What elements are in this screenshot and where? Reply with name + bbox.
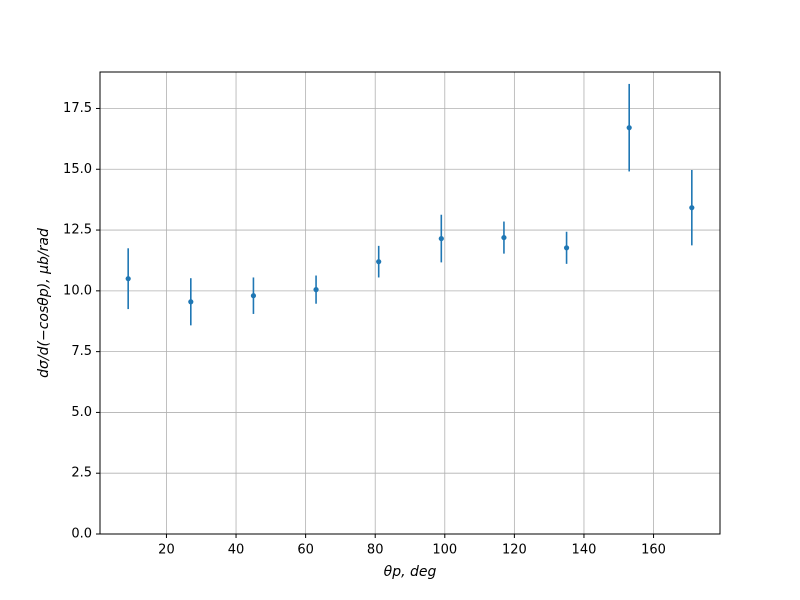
y-tick-label: 0.0: [71, 527, 92, 542]
y-tick-label: 5.0: [71, 405, 92, 420]
x-tick-label: 120: [502, 543, 527, 558]
y-tick-label: 2.5: [71, 466, 92, 481]
x-tick-label: 140: [572, 543, 597, 558]
x-tick-label: 20: [158, 543, 175, 558]
data-point: [313, 287, 319, 293]
data-point: [438, 235, 444, 242]
data-point: [626, 125, 632, 131]
x-tick-label: 80: [367, 543, 384, 558]
x-tick-label: 40: [228, 543, 245, 558]
data-point: [376, 259, 382, 265]
data-point: [250, 293, 257, 299]
data-point: [689, 205, 695, 211]
x-axis-label: θp, deg: [384, 564, 437, 580]
x-tick-label: 160: [641, 543, 666, 558]
y-tick-label: 7.5: [71, 344, 92, 359]
x-tick-label: 100: [432, 543, 457, 558]
data-point: [125, 276, 131, 282]
y-tick-label: 10.0: [63, 283, 92, 298]
plot-frame: [99, 71, 721, 535]
y-axis-label: dσ/d(−cosθp), μb/rad: [36, 228, 52, 378]
y-tick-label: 12.5: [63, 223, 92, 238]
data-point: [188, 299, 194, 305]
y-tick-label: 15.0: [63, 162, 92, 177]
data-point: [563, 245, 570, 251]
data-point: [501, 234, 507, 241]
x-tick-label: 60: [297, 543, 314, 558]
y-tick-label: 17.5: [63, 101, 92, 116]
